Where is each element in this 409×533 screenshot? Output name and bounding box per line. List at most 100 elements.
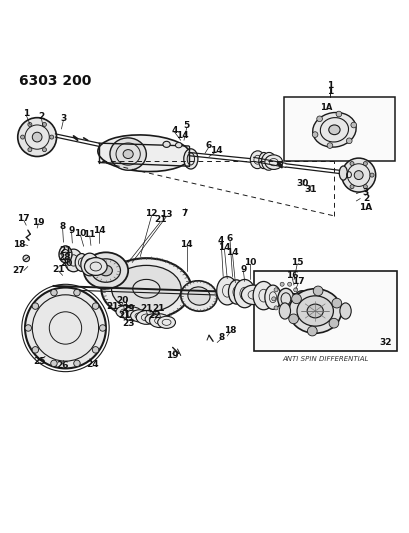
- Circle shape: [42, 148, 46, 152]
- Ellipse shape: [258, 152, 268, 168]
- Ellipse shape: [234, 279, 254, 308]
- Ellipse shape: [306, 304, 323, 318]
- Circle shape: [342, 173, 346, 177]
- Circle shape: [341, 158, 375, 192]
- Text: 27: 27: [13, 266, 25, 275]
- Ellipse shape: [264, 285, 280, 309]
- Text: 14: 14: [209, 146, 222, 155]
- Text: 14: 14: [92, 225, 105, 235]
- Circle shape: [279, 311, 283, 316]
- Text: 19: 19: [166, 351, 178, 360]
- Text: 9: 9: [68, 225, 74, 235]
- Circle shape: [295, 293, 297, 296]
- Text: 14: 14: [226, 248, 238, 257]
- Circle shape: [312, 286, 322, 296]
- Ellipse shape: [84, 257, 107, 276]
- Text: 3: 3: [60, 114, 66, 123]
- Text: 32: 32: [379, 338, 391, 347]
- Circle shape: [273, 288, 277, 292]
- Ellipse shape: [65, 249, 82, 272]
- Circle shape: [287, 282, 291, 286]
- Ellipse shape: [328, 125, 339, 135]
- Circle shape: [273, 306, 277, 310]
- Circle shape: [99, 325, 106, 331]
- Ellipse shape: [183, 149, 198, 169]
- Circle shape: [25, 325, 31, 331]
- Text: 14: 14: [175, 131, 188, 140]
- Circle shape: [362, 184, 366, 189]
- Ellipse shape: [111, 265, 181, 312]
- Text: 17: 17: [291, 277, 303, 286]
- Circle shape: [18, 118, 56, 157]
- Text: ANTI SPIN DIFFERENTIAL: ANTI SPIN DIFFERENTIAL: [282, 356, 368, 362]
- Text: 21: 21: [154, 215, 166, 224]
- Circle shape: [23, 255, 29, 262]
- Circle shape: [300, 309, 303, 311]
- Text: 1: 1: [326, 81, 333, 90]
- Circle shape: [291, 294, 301, 304]
- Ellipse shape: [75, 254, 88, 271]
- Text: 31: 31: [304, 185, 317, 194]
- Ellipse shape: [180, 281, 216, 311]
- Circle shape: [308, 300, 310, 302]
- Ellipse shape: [288, 289, 341, 333]
- Text: 13: 13: [160, 210, 173, 219]
- Ellipse shape: [293, 291, 310, 311]
- Text: 6: 6: [205, 141, 211, 150]
- Ellipse shape: [122, 307, 142, 321]
- Circle shape: [28, 148, 32, 152]
- Ellipse shape: [149, 314, 169, 328]
- Ellipse shape: [145, 314, 161, 325]
- Circle shape: [42, 123, 46, 126]
- Circle shape: [303, 292, 306, 294]
- Ellipse shape: [98, 135, 190, 172]
- Circle shape: [92, 346, 99, 353]
- Ellipse shape: [136, 311, 156, 325]
- Text: 22: 22: [148, 311, 160, 320]
- Ellipse shape: [99, 265, 112, 276]
- Circle shape: [74, 360, 80, 367]
- Ellipse shape: [339, 303, 351, 319]
- Ellipse shape: [279, 303, 290, 319]
- Text: 1: 1: [326, 87, 333, 96]
- Circle shape: [307, 296, 309, 298]
- Text: 15: 15: [290, 258, 303, 267]
- Ellipse shape: [252, 281, 274, 310]
- Text: 19: 19: [32, 217, 45, 227]
- Text: 4: 4: [218, 236, 224, 245]
- Circle shape: [305, 306, 308, 309]
- Circle shape: [25, 287, 106, 368]
- Circle shape: [295, 306, 297, 309]
- Circle shape: [328, 318, 338, 328]
- Circle shape: [28, 123, 32, 126]
- Circle shape: [307, 326, 317, 336]
- Text: 1A: 1A: [319, 103, 332, 112]
- Text: 7: 7: [181, 209, 187, 219]
- Ellipse shape: [241, 285, 265, 304]
- Text: 6: 6: [227, 235, 233, 244]
- Text: 23: 23: [122, 319, 135, 328]
- Text: 17: 17: [18, 214, 30, 223]
- Circle shape: [331, 298, 341, 308]
- Text: 1A: 1A: [358, 204, 372, 212]
- Text: 6303 200: 6303 200: [19, 75, 91, 88]
- Text: 18: 18: [223, 326, 236, 335]
- Circle shape: [51, 360, 57, 367]
- Text: 20: 20: [116, 296, 128, 305]
- Ellipse shape: [162, 141, 170, 148]
- Circle shape: [326, 143, 332, 148]
- Circle shape: [32, 346, 38, 353]
- Ellipse shape: [187, 287, 209, 305]
- Circle shape: [303, 308, 306, 310]
- Circle shape: [335, 111, 341, 117]
- Circle shape: [293, 303, 296, 305]
- Ellipse shape: [175, 142, 182, 148]
- Text: 9: 9: [240, 265, 246, 274]
- Text: 18: 18: [13, 240, 25, 249]
- Text: 10: 10: [74, 229, 86, 238]
- Circle shape: [349, 161, 353, 166]
- Circle shape: [293, 300, 295, 302]
- Circle shape: [295, 297, 299, 301]
- Ellipse shape: [101, 258, 191, 319]
- Text: 20: 20: [61, 259, 73, 268]
